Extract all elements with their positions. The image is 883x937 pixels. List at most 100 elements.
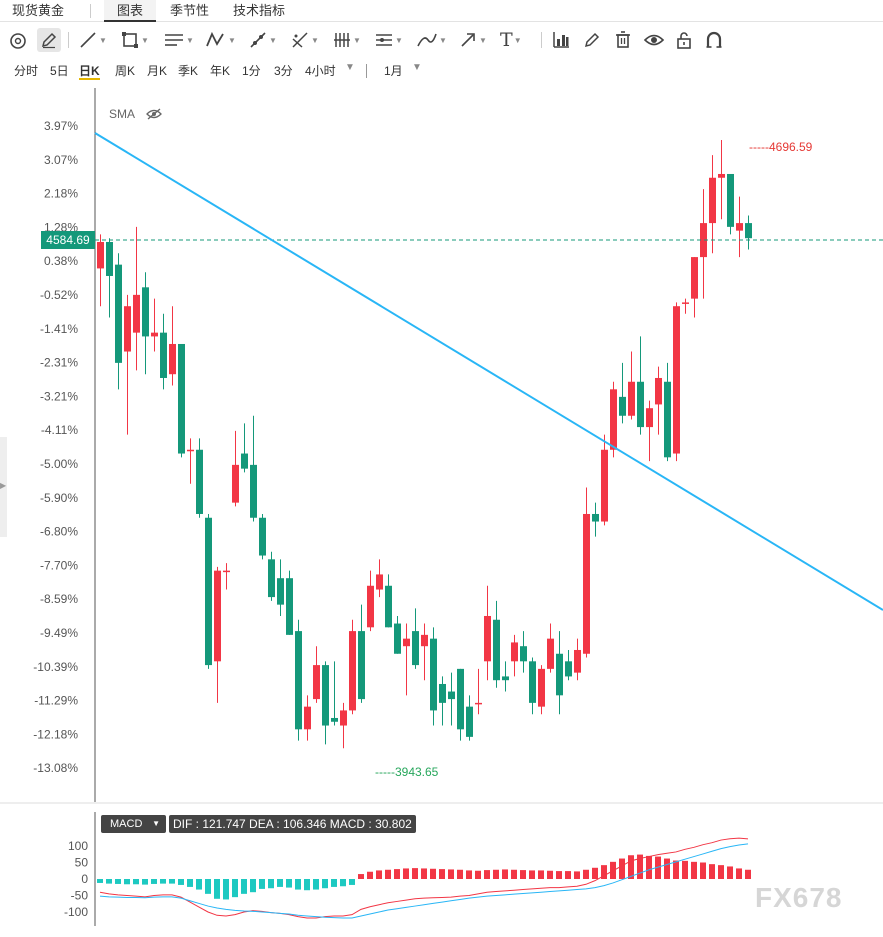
candle-body	[475, 702, 482, 705]
macd-histogram-bar	[502, 869, 508, 879]
tab-chart[interactable]: 图表	[104, 0, 156, 22]
tab-technical-indicators[interactable]: 技术指标	[233, 3, 286, 18]
macd-axis-label: 0	[81, 872, 88, 886]
trendline	[94, 132, 883, 611]
period-monthly-k[interactable]: 月K	[147, 64, 168, 78]
arrow-icon[interactable]: ▼	[458, 28, 487, 52]
macd-histogram-bar	[628, 855, 634, 879]
macd-histogram-bar	[682, 860, 688, 879]
macd-histogram-bar	[538, 870, 544, 879]
top-tabs: 现货黄金 图表 季节性 技术指标	[0, 0, 883, 22]
parallel-channel-icon[interactable]: ▼	[332, 28, 361, 52]
macd-histogram-bar	[178, 879, 184, 885]
candle-body	[628, 381, 635, 416]
candle-body	[313, 665, 320, 700]
pattern-icon[interactable]: ▼	[205, 28, 236, 52]
period-selector: 分时 5日 日K 周K 月K 季K 年K 1分 3分 4小时 ▼ 1月 ▼	[0, 58, 883, 84]
candle-body	[349, 631, 356, 711]
macd-histogram-bar	[304, 879, 310, 891]
candle-body	[493, 619, 500, 681]
candle-body	[565, 661, 572, 677]
period-daily-k[interactable]: 日K	[79, 64, 100, 80]
chevron-down-icon: ▼	[141, 35, 149, 45]
macd-indicator-select[interactable]: MACD ▼	[101, 815, 166, 833]
macd-histogram-bar	[169, 879, 175, 884]
fib-lines-icon[interactable]: ▼	[163, 28, 194, 52]
edit-icon[interactable]	[582, 28, 602, 52]
candle-body	[178, 343, 185, 454]
macd-histogram-bar	[124, 879, 130, 885]
macd-histogram-bar	[484, 870, 490, 879]
ray-icon[interactable]: ▼	[248, 28, 277, 52]
y-axis-label: 2.18%	[44, 187, 78, 201]
side-panel-handle[interactable]: ▶	[0, 437, 7, 537]
y-axis-label: -11.29%	[34, 694, 78, 708]
macd-label: MACD	[110, 818, 143, 830]
macd-histogram-bar	[700, 862, 706, 879]
macd-histogram-bar	[745, 869, 751, 879]
macd-histogram-bar	[421, 868, 427, 879]
macd-histogram-bar	[448, 869, 454, 879]
y-axis-label: 3.07%	[44, 153, 78, 167]
cross-lines-icon[interactable]: ▼	[290, 28, 319, 52]
candle-body	[439, 683, 446, 703]
period-quarterly-k[interactable]: 季K	[178, 64, 199, 78]
y-axis-label: -5.90%	[40, 491, 78, 505]
sma-indicator-label[interactable]: SMA	[109, 107, 136, 121]
pencil-icon[interactable]	[37, 28, 61, 52]
tab-spot-gold[interactable]: 现货黄金	[12, 3, 65, 18]
candle-body	[250, 464, 257, 518]
macd-histogram-bar	[637, 854, 643, 879]
hidden-eye-icon[interactable]	[146, 107, 162, 126]
eye-icon[interactable]	[643, 28, 665, 52]
period-intraday[interactable]: 分时	[14, 64, 39, 78]
y-axis-label: -13.08%	[33, 761, 78, 775]
period-yearly-k[interactable]: 年K	[210, 64, 231, 78]
candle-body	[574, 649, 581, 673]
y-axis-label: -4.11%	[41, 423, 78, 437]
period-more-chevron-icon[interactable]: ▼	[345, 62, 355, 73]
macd-histogram-bar	[97, 879, 103, 883]
magnet-icon[interactable]	[704, 28, 724, 52]
text-icon[interactable]: T ▼	[500, 29, 522, 51]
chevron-down-icon: ▼	[479, 35, 487, 45]
rectangle-icon[interactable]: ▼	[120, 28, 149, 52]
gauge-icon[interactable]	[8, 28, 28, 52]
tab-seasonality[interactable]: 季节性	[170, 3, 210, 18]
candle-body	[601, 449, 608, 522]
candle-body	[97, 241, 104, 269]
macd-histogram-bar	[259, 879, 265, 889]
macd-histogram-bar	[646, 855, 652, 879]
macd-histogram-bar	[718, 865, 724, 879]
lock-icon[interactable]	[674, 28, 694, 52]
candle-body	[403, 638, 410, 647]
candle-body	[538, 668, 545, 707]
period-4-hour[interactable]: 4小时	[305, 64, 336, 78]
macd-histogram-bar	[736, 868, 742, 879]
candle-body	[511, 642, 518, 662]
y-axis-label: -2.31%	[40, 356, 78, 370]
period-1-min[interactable]: 1分	[242, 64, 261, 78]
trend-line-icon[interactable]: ▼	[78, 28, 107, 52]
trash-icon[interactable]	[613, 28, 633, 52]
candle-body	[376, 574, 383, 590]
multi-lines-icon[interactable]: ▼	[374, 28, 403, 52]
chevron-down-icon: ▼	[439, 35, 447, 45]
chevron-down-icon: ▼	[395, 35, 403, 45]
candle-body	[709, 177, 716, 224]
period-weekly-k[interactable]: 周K	[115, 64, 136, 78]
period-3-min[interactable]: 3分	[274, 64, 293, 78]
period-5-day[interactable]: 5日	[50, 64, 69, 78]
brush-icon[interactable]: ▼	[416, 28, 447, 52]
watermark-logo: FX678	[755, 882, 843, 913]
candle-body	[358, 631, 365, 700]
macd-histogram-bar	[709, 864, 715, 879]
bar-chart-icon[interactable]	[551, 28, 571, 52]
macd-histogram-bar	[313, 879, 319, 890]
macd-histogram-bar	[142, 879, 148, 885]
range-chevron-icon[interactable]: ▼	[412, 62, 422, 73]
macd-axis-label: -100	[64, 905, 88, 919]
range-selector[interactable]: 1月	[384, 64, 403, 78]
y-axis-label: 3.97%	[44, 119, 78, 133]
